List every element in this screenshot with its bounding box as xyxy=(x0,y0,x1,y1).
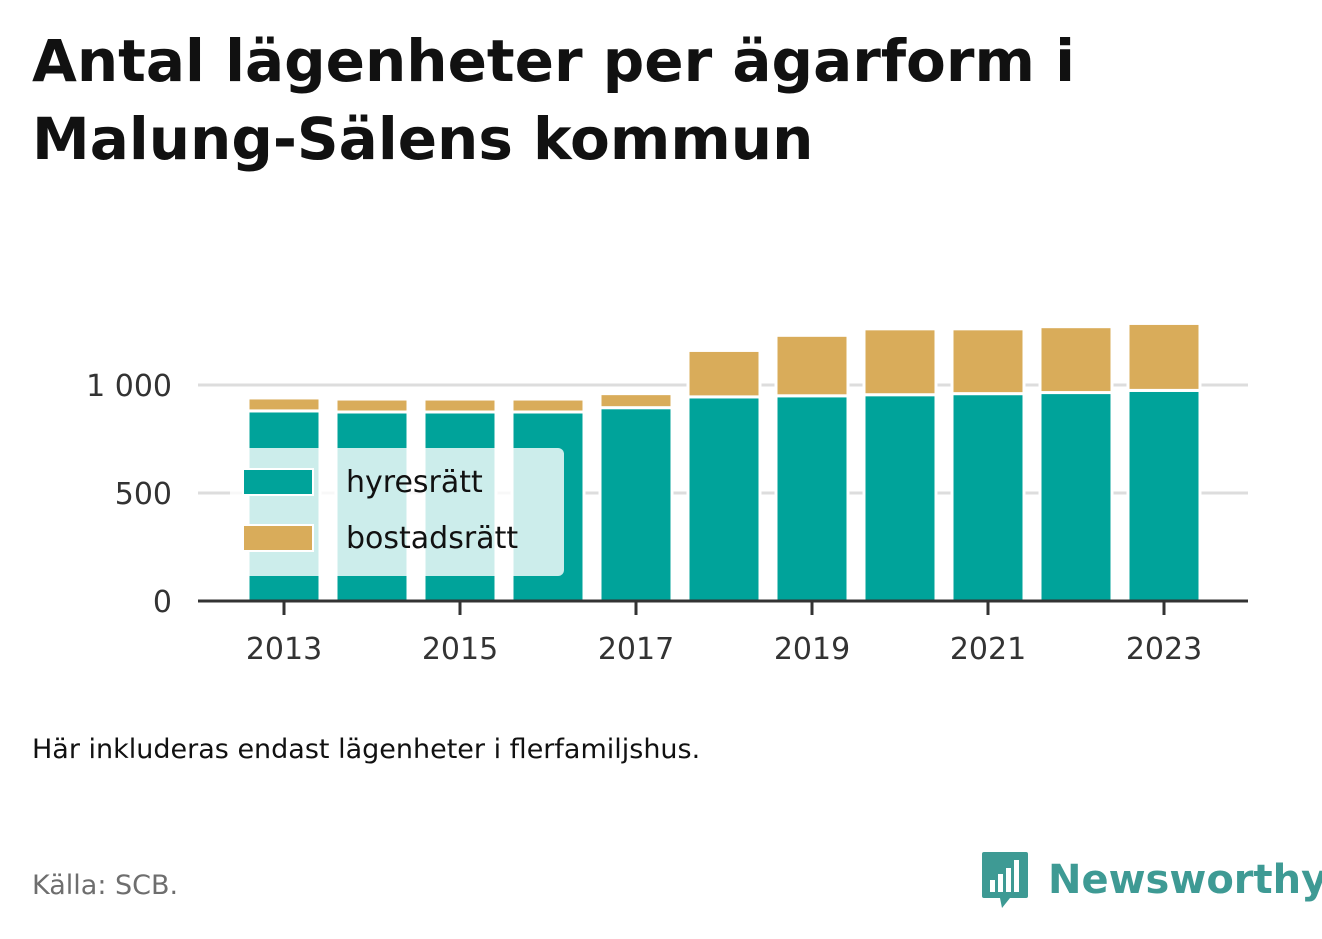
x-tick-label: 2013 xyxy=(246,632,322,667)
newsworthy-logo-icon xyxy=(982,852,1028,908)
bar-hyresratt-2023 xyxy=(1126,388,1202,603)
bar-bostadsratt-2017 xyxy=(598,392,674,410)
bar-hyresratt-2022 xyxy=(1038,391,1114,603)
legend-item-hyresratt: hyresrätt xyxy=(242,462,483,502)
bar-bostadsratt-2022 xyxy=(1038,325,1114,395)
bar-bostadsratt-2023 xyxy=(1126,321,1202,392)
x-axis-ticks: 2013 2015 2017 2019 2021 2023 xyxy=(246,601,1202,667)
legend-swatch-hyresratt xyxy=(242,468,314,496)
bar-bostadsratt-2019 xyxy=(774,333,850,398)
x-tick-label: 2023 xyxy=(1126,632,1202,667)
y-tick-label: 500 xyxy=(115,477,172,512)
x-tick-label: 2021 xyxy=(950,632,1026,667)
chart-note: Här inkluderas endast lägenheter i flerf… xyxy=(32,734,701,765)
y-tick-label: 0 xyxy=(153,585,172,620)
y-axis-ticks: 0 500 1 000 xyxy=(86,369,172,620)
chart-title: Antal lägenheter per ägarform i Malung-S… xyxy=(32,27,1076,173)
bar-hyresratt-2017 xyxy=(598,406,674,603)
brand-logo[interactable]: Newsworthy xyxy=(980,850,1322,910)
x-tick-label: 2015 xyxy=(422,632,498,667)
brand-name: Newsworthy xyxy=(1048,857,1322,903)
bar-bostadsratt-2020 xyxy=(862,327,938,397)
bar-bostadsratt-2015 xyxy=(422,397,498,414)
x-tick-label: 2017 xyxy=(598,632,674,667)
legend-swatch-bostadsratt xyxy=(242,524,314,552)
legend: hyresrätt bostadsrätt xyxy=(230,448,564,576)
legend-label-hyresratt: hyresrätt xyxy=(346,464,483,500)
bar-bostadsratt-2021 xyxy=(950,327,1026,396)
bar-bostadsratt-2014 xyxy=(334,397,410,414)
bar-hyresratt-2021 xyxy=(950,392,1026,603)
bar-bostadsratt-2016 xyxy=(510,397,586,414)
source-credit: Källa: SCB. xyxy=(32,870,179,901)
x-tick-label: 2019 xyxy=(774,632,850,667)
bar-hyresratt-2019 xyxy=(774,394,850,603)
bar-hyresratt-2020 xyxy=(862,393,938,603)
bar-bostadsratt-2018 xyxy=(686,348,762,399)
y-tick-label: 1 000 xyxy=(86,369,172,404)
bar-bostadsratt-2013 xyxy=(246,396,322,413)
legend-label-bostadsratt: bostadsrätt xyxy=(346,520,519,556)
legend-item-bostadsratt: bostadsrätt xyxy=(242,518,518,558)
bar-hyresratt-2018 xyxy=(686,395,762,603)
